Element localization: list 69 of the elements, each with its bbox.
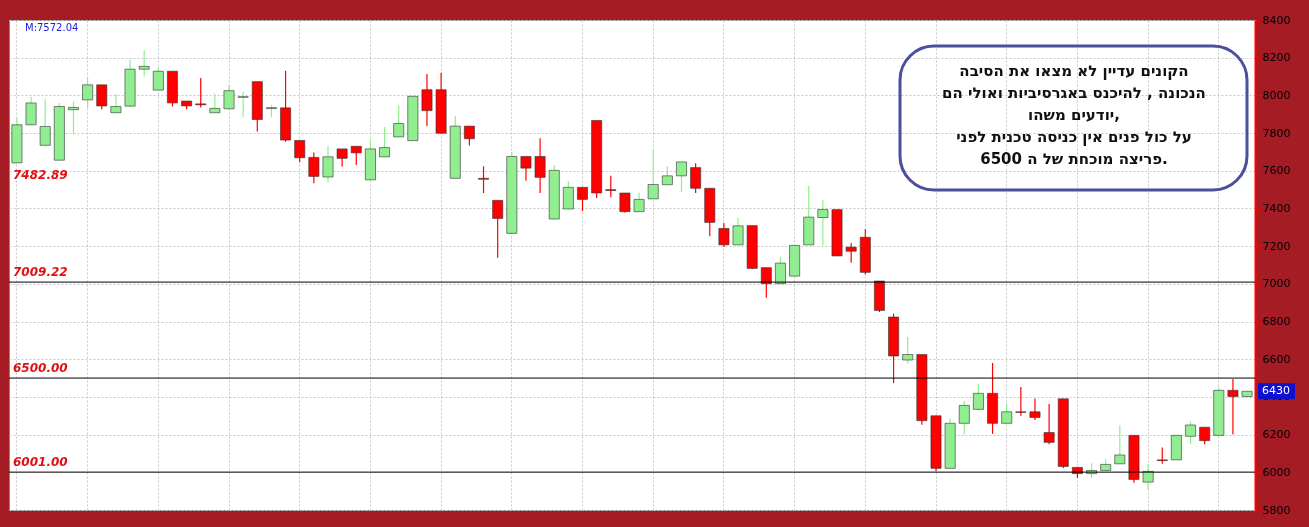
candlestick (421, 73, 433, 127)
candlestick (379, 126, 390, 158)
candlestick (902, 336, 914, 365)
candlestick (718, 222, 730, 248)
y-tick-label: 7400 (1262, 201, 1291, 215)
candlestick (322, 145, 334, 183)
candlestick (294, 139, 306, 163)
annotation: M:7572.04 (25, 22, 79, 33)
y-tick-label: 6800 (1262, 315, 1291, 329)
y-tick-label: 8400 (1262, 13, 1291, 27)
candlestick (82, 77, 94, 109)
candlestick (138, 49, 150, 78)
candlestick (605, 175, 617, 198)
y-tick-label: 8000 (1262, 88, 1291, 102)
y-tick-label: 7200 (1262, 239, 1291, 253)
candlestick (152, 66, 164, 91)
candlestick (478, 165, 489, 194)
y-tick-label: 7000 (1262, 277, 1291, 291)
candlestick (1227, 378, 1239, 436)
candlestick (1029, 398, 1041, 421)
annotation: 7482.89 (13, 167, 68, 182)
candlestick (973, 382, 984, 410)
candlestick (1043, 403, 1055, 445)
candlestick (760, 267, 772, 299)
candlestick (68, 101, 79, 136)
candlestick (958, 400, 970, 436)
y-tick-label: 6000 (1262, 465, 1291, 479)
candlestick (350, 145, 362, 166)
candlestick (562, 180, 574, 210)
candlestick (676, 161, 687, 193)
candlestick (308, 151, 320, 184)
candlestick (647, 149, 659, 200)
annotation: 6430 (1262, 384, 1290, 398)
candlestick (732, 217, 744, 246)
candlestick (817, 199, 829, 246)
y-tick-label: 7800 (1262, 126, 1291, 140)
candlestick (209, 93, 221, 114)
candlestick (1114, 424, 1126, 465)
ref-line-label: 6001.00 (13, 455, 68, 470)
candlestick (661, 165, 673, 186)
y-tick-label: 5800 (1262, 503, 1291, 517)
candlestick (393, 104, 405, 138)
y-tick-label: 6600 (1262, 352, 1291, 366)
candlestick (110, 93, 122, 114)
candlestick (1001, 402, 1013, 424)
candlestick (633, 192, 645, 213)
candlestick (690, 162, 702, 194)
candlestick (237, 91, 249, 118)
candlestick (534, 137, 546, 194)
annotation: הקונים עדיין לא מצאו את הסיבה הנכונה , להיכנס באגרסיביות ואולי הם יודעים משהו, על כול פנים אין כניסה טכנית לפני פריצה מוכחת של ה 6500. (942, 62, 1206, 168)
candlestick (1015, 386, 1027, 417)
ref-line-label: 6500.00 (13, 361, 68, 376)
candlestick (845, 242, 857, 264)
candlestick (492, 199, 504, 259)
candlestick (195, 77, 207, 109)
candlestick (39, 98, 51, 146)
candlestick (1185, 421, 1196, 445)
y-tick-label: 6200 (1262, 428, 1291, 442)
candlestick (223, 84, 235, 110)
candlestick (520, 155, 532, 182)
candlestick (25, 96, 37, 126)
candlestick (96, 84, 108, 110)
candlestick (577, 186, 588, 212)
candlestick (619, 192, 631, 214)
candlestick (464, 125, 475, 147)
y-tick-label: 7600 (1262, 164, 1291, 178)
y-tick-label: 8200 (1262, 51, 1291, 65)
candlestick (775, 256, 786, 285)
ref-line-label: 7009.22 (13, 265, 68, 280)
